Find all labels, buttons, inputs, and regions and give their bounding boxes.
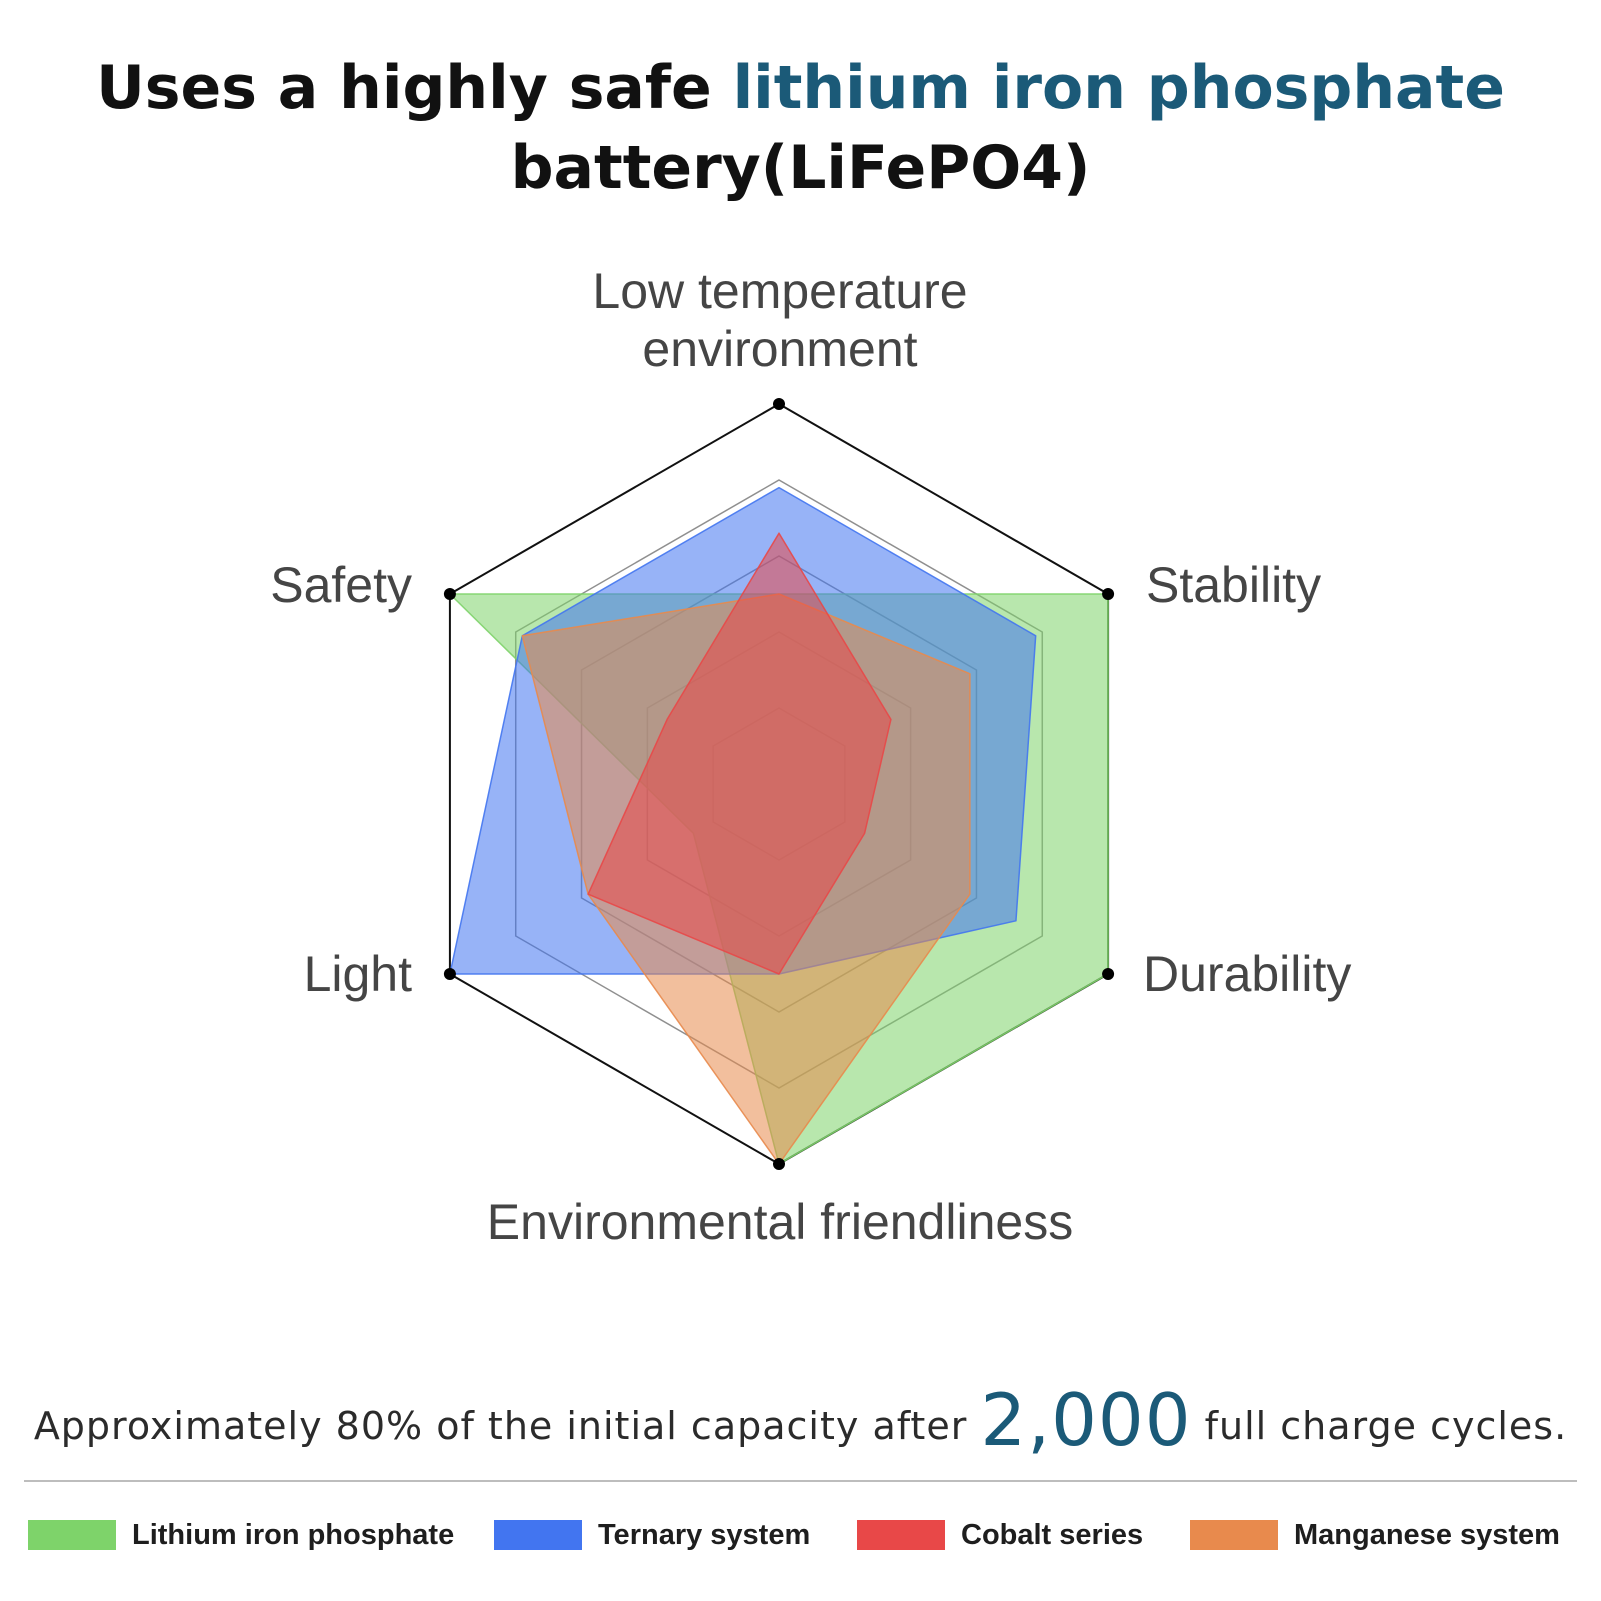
legend-label: Manganese system — [1294, 1518, 1560, 1551]
legend-item-ternary-system: Ternary system — [494, 1515, 810, 1555]
axis-label-durability: Durability — [1143, 946, 1352, 1002]
axis-label-low-temperature-line1: Low temperature — [592, 263, 968, 319]
legend-item-manganese-system: Manganese system — [1190, 1515, 1560, 1555]
vertex-dot-light — [443, 968, 456, 980]
title-prefix: Uses a highly safe — [96, 53, 733, 123]
legend-swatch-manganese-system — [1190, 1520, 1278, 1550]
legend-item-lithium-iron-phosphate: Lithium iron phosphate — [28, 1515, 454, 1555]
vertex-dot-environmental-friendliness — [773, 1158, 785, 1170]
divider-line — [24, 1480, 1577, 1482]
legend-swatch-ternary-system — [494, 1520, 582, 1550]
legend-swatch-cobalt-series — [857, 1520, 945, 1550]
title-line-1: Uses a highly safe lithium iron phosphat… — [0, 48, 1601, 128]
radar-vertex-dots — [443, 398, 1115, 1170]
vertex-dot-safety — [443, 588, 456, 600]
axis-label-stability: Stability — [1146, 557, 1322, 613]
legend-label: Cobalt series — [961, 1518, 1144, 1551]
page-title: Uses a highly safe lithium iron phosphat… — [0, 48, 1601, 208]
axis-label-low-temperature-line2: environment — [642, 321, 918, 377]
vertex-dot-low-temperature-environment — [773, 398, 785, 410]
series-cobalt-series — [587, 532, 892, 975]
axis-label-low-temperature: Low temperature environment — [530, 262, 1030, 378]
legend-label: Lithium iron phosphate — [132, 1518, 455, 1551]
capacity-cycles-number: 2,000 — [980, 1378, 1192, 1462]
axis-label-safety: Safety — [270, 557, 412, 613]
axis-label-light: Light — [303, 946, 412, 1002]
legend-swatch-lithium-iron-phosphate — [28, 1520, 116, 1550]
legend-item-cobalt-series: Cobalt series — [857, 1515, 1143, 1555]
axis-label-environmental-friendliness: Environmental friendliness — [486, 1194, 1074, 1250]
title-highlight: lithium iron phosphate — [732, 53, 1505, 123]
vertex-dot-stability — [1102, 588, 1115, 600]
capacity-note-prefix: Approximately 80% of the initial capacit… — [33, 1404, 981, 1448]
title-line-2: battery(LiFePO4) — [510, 133, 1091, 203]
capacity-note-suffix: full charge cycles. — [1191, 1404, 1568, 1448]
legend: Lithium iron phosphate Ternary system Co… — [0, 1515, 1601, 1555]
legend-label: Ternary system — [598, 1518, 811, 1551]
radar-series — [449, 486, 1109, 1165]
capacity-note: Approximately 80% of the initial capacit… — [0, 1378, 1601, 1462]
vertex-dot-durability — [1102, 968, 1115, 980]
